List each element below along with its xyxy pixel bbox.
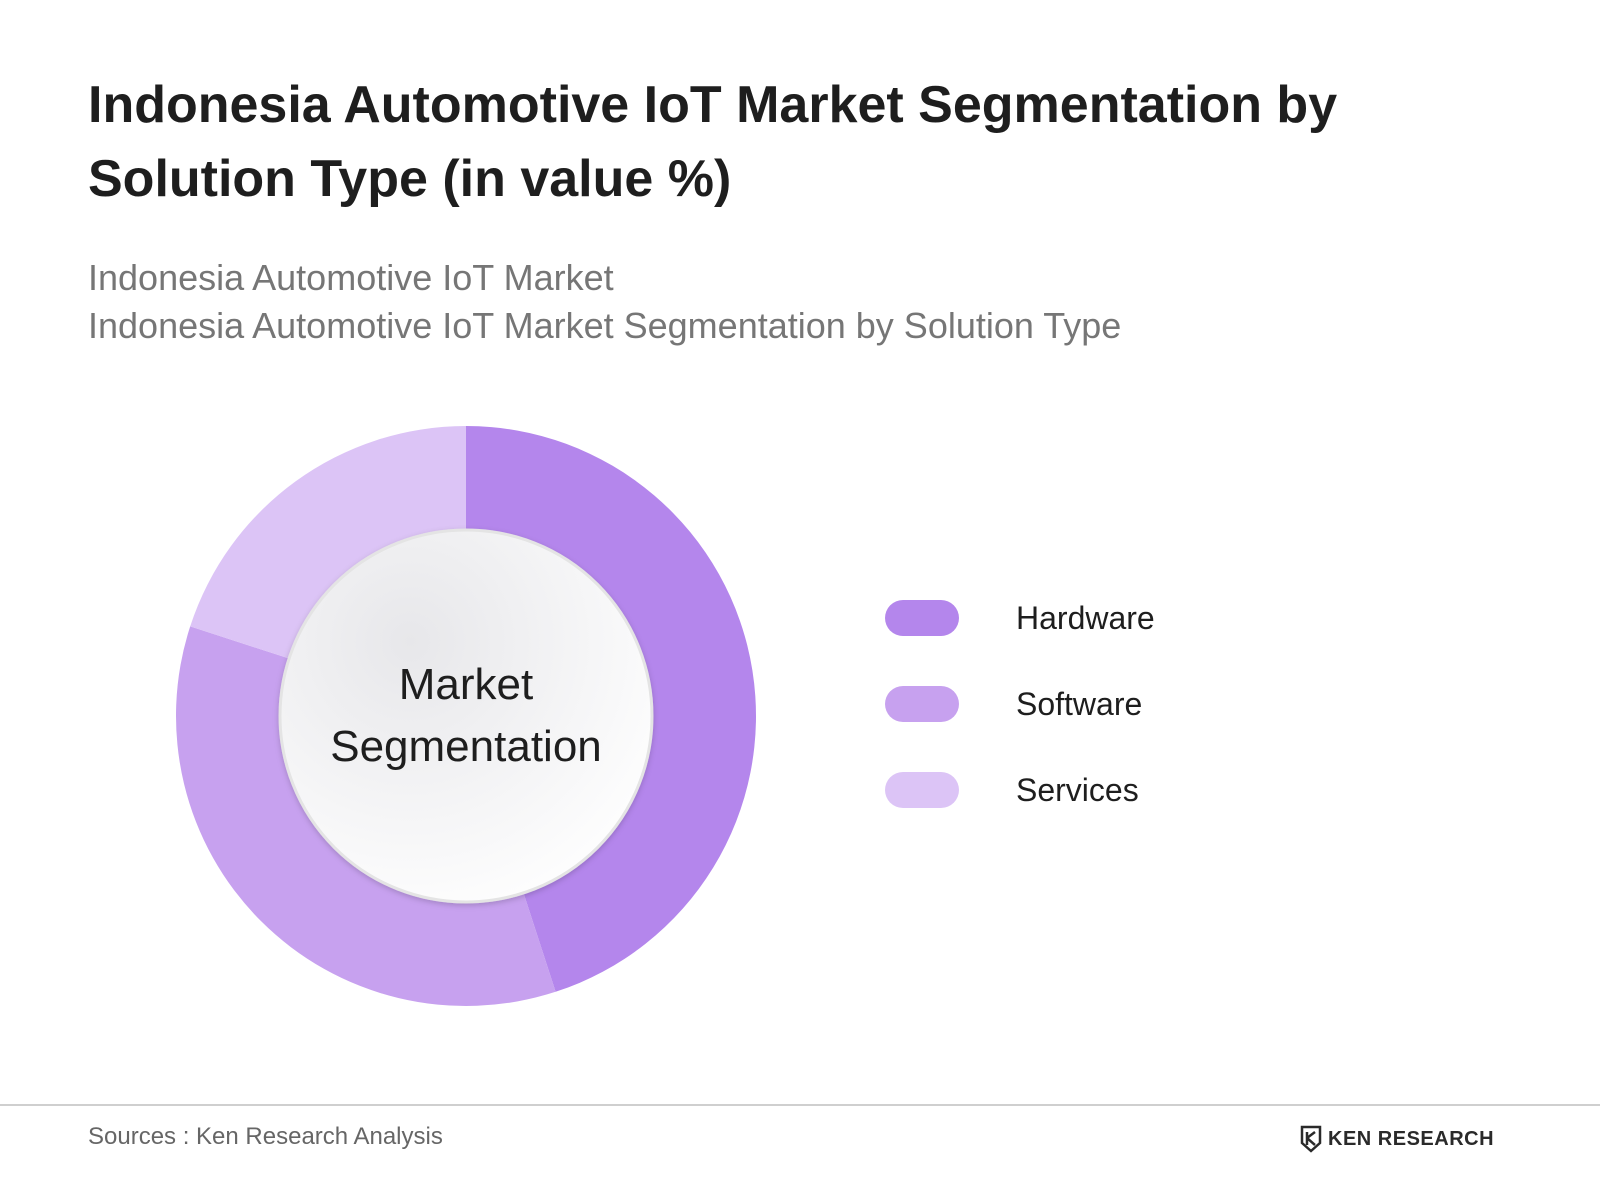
donut-slice-hardware <box>466 426 756 992</box>
legend-swatch-hardware <box>885 600 959 636</box>
legend-item-software: Software <box>885 684 1305 724</box>
donut-slice-software <box>175 626 556 1006</box>
legend-label-software: Software <box>1016 686 1143 722</box>
legend-label-hardware: Hardware <box>1016 600 1155 636</box>
ken-research-logo-icon <box>1300 1125 1322 1153</box>
legend-swatch-software <box>885 686 959 722</box>
donut-center-disc <box>278 528 654 904</box>
donut-slice-services <box>190 426 466 659</box>
subtitle-line-2: Indonesia Automotive IoT Market Segmenta… <box>88 305 1122 346</box>
brand-logo: KEN RESEARCH <box>1300 1124 1494 1154</box>
center-label-line-1: Market <box>398 660 534 709</box>
footer-divider <box>0 1104 1600 1106</box>
chart-title: Indonesia Automotive IoT Market Segmenta… <box>88 76 1338 208</box>
brand-name: KEN RESEARCH <box>1328 1127 1495 1150</box>
chart-subtitle: Indonesia Automotive IoT Market Indonesi… <box>88 254 1388 350</box>
legend-label-services: Services <box>1016 772 1139 808</box>
legend-item-hardware: Hardware <box>885 598 1305 638</box>
source-note: Sources : Ken Research Analysis <box>88 1123 443 1150</box>
subtitle-line-1: Indonesia Automotive IoT Market <box>88 257 614 298</box>
legend-swatch-services <box>885 772 959 808</box>
donut-slices <box>175 426 756 1006</box>
center-label-line-2: Segmentation <box>330 722 602 771</box>
donut-center-label: Market Segmentation <box>280 530 652 902</box>
legend-item-services: Services <box>885 770 1305 810</box>
